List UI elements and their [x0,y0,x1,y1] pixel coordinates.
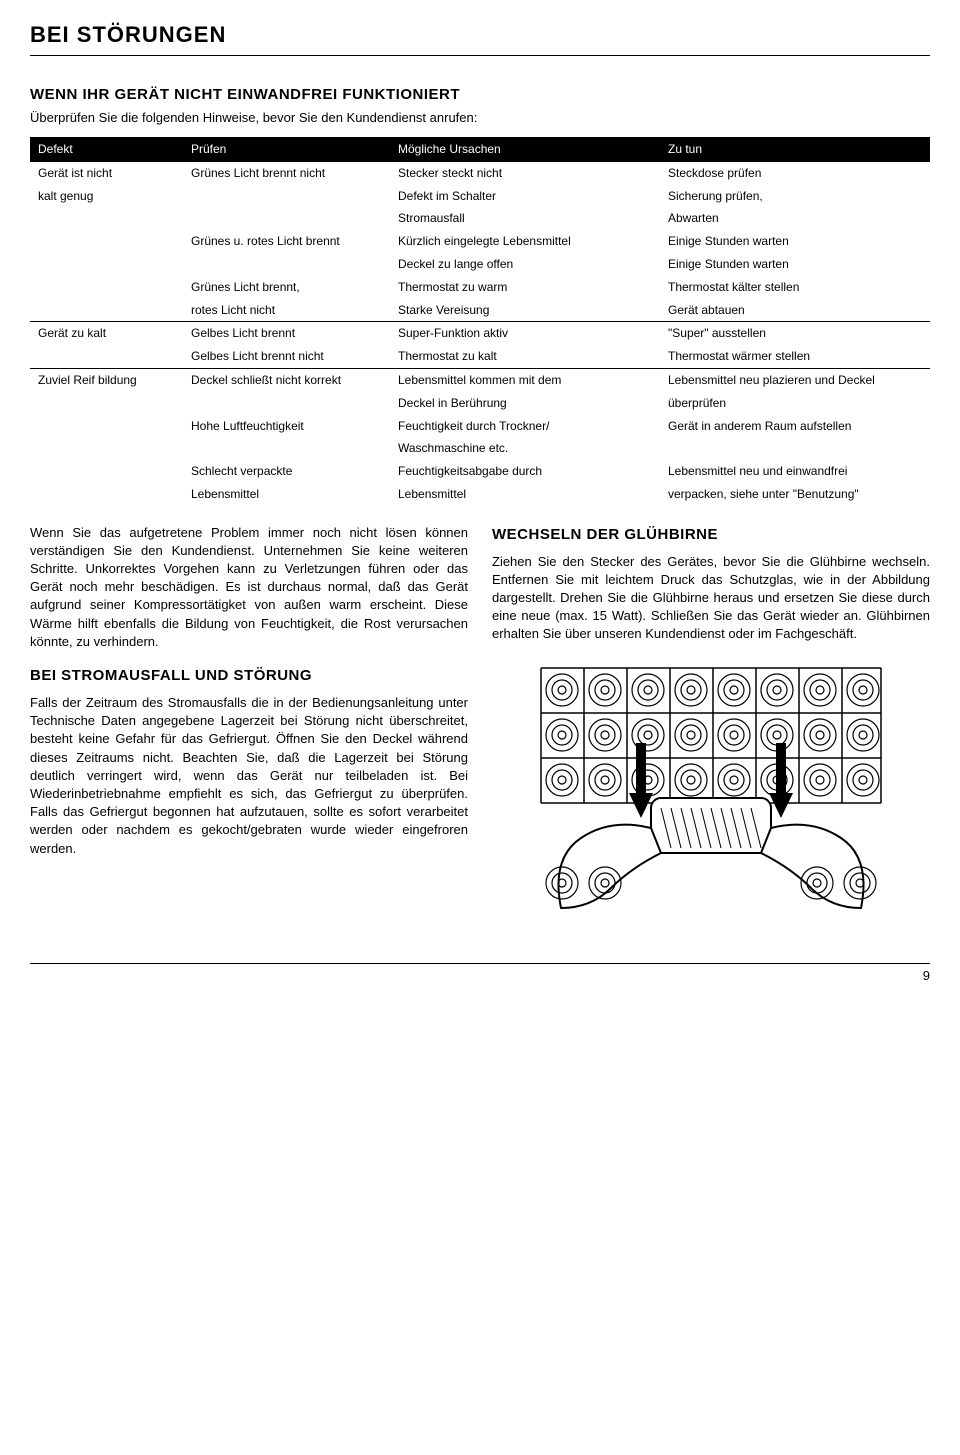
table-cell: Grünes Licht brennt, [183,276,390,299]
table-row: Gerät zu kaltGelbes Licht brenntSuper-Fu… [30,322,930,345]
table-cell: Zuviel Reif bildung [30,368,183,391]
table-cell: Thermostat wärmer stellen [660,345,930,368]
table-cell: Gerät zu kalt [30,322,183,345]
table-cell: Defekt im Schalter [390,185,660,208]
table-cell: Einige Stunden warten [660,230,930,253]
table-row: Gelbes Licht brennt nichtThermostat zu k… [30,345,930,368]
table-body: Gerät ist nichtGrünes Licht brennt nicht… [30,162,930,506]
sub-heading: WENN IHR GERÄT NICHT EINWANDFREI FUNKTIO… [30,84,930,105]
page-footer: 9 [30,963,930,985]
table-cell: Starke Vereisung [390,299,660,322]
table-cell: Schlecht verpackte [183,460,390,483]
table-row: StromausfallAbwarten [30,207,930,230]
table-cell: Lebensmittel [183,483,390,506]
table-cell [30,392,183,415]
table-row: Waschmaschine etc. [30,437,930,460]
table-cell [30,345,183,368]
table-cell: Sicherung prüfen, [660,185,930,208]
table-cell [183,185,390,208]
table-cell [30,437,183,460]
table-cell [660,437,930,460]
table-cell: Gerät ist nicht [30,162,183,185]
table-cell: überprüfen [660,392,930,415]
table-cell: Abwarten [660,207,930,230]
table-row: Deckel zu lange offenEinige Stunden wart… [30,253,930,276]
right-column: WECHSELN DER GLÜHBIRNE Ziehen Sie den St… [492,524,930,923]
table-cell: Thermostat zu warm [390,276,660,299]
sub-heading-text: Überprüfen Sie die folgenden Hinweise, b… [30,109,930,127]
table-cell: Grünes Licht brennt nicht [183,162,390,185]
table-cell: Einige Stunden warten [660,253,930,276]
table-row: Grünes u. rotes Licht brenntKürzlich ein… [30,230,930,253]
table-cell: Gelbes Licht brennt [183,322,390,345]
table-cell [30,483,183,506]
right-col-heading: WECHSELN DER GLÜHBIRNE [492,524,930,545]
table-cell: Gerät abtauen [660,299,930,322]
left-column: Wenn Sie das aufgetretene Problem immer … [30,524,468,923]
table-cell: Stecker steckt nicht [390,162,660,185]
table-cell: Kürzlich eingelegte Lebensmittel [390,230,660,253]
table-cell: Thermostat kälter stellen [660,276,930,299]
table-cell: Waschmaschine etc. [390,437,660,460]
table-cell [30,230,183,253]
table-cell: Super-Funktion aktiv [390,322,660,345]
table-cell: "Super" ausstellen [660,322,930,345]
table-row: Schlecht verpackteFeuchtigkeitsabgabe du… [30,460,930,483]
table-cell: Lebensmittel neu und einwandfrei [660,460,930,483]
left-para-2: Falls der Zeitraum des Stromausfalls die… [30,694,468,858]
th-ursachen: Mögliche Ursachen [390,137,660,162]
left-para-1: Wenn Sie das aufgetretene Problem immer … [30,524,468,651]
table-cell: Feuchtigkeitsabgabe durch [390,460,660,483]
th-defekt: Defekt [30,137,183,162]
table-cell: Grünes u. rotes Licht brennt [183,230,390,253]
troubleshooting-table: Defekt Prüfen Mögliche Ursachen Zu tun G… [30,137,930,506]
table-row: kalt genug Defekt im SchalterSicherung pr… [30,185,930,208]
table-cell: rotes Licht nicht [183,299,390,322]
table-cell [183,392,390,415]
table-row: Zuviel Reif bildungDeckel schließt nicht… [30,368,930,391]
section-title: BEI STÖRUNGEN [30,20,930,56]
th-zutun: Zu tun [660,137,930,162]
table-row: Gerät ist nichtGrünes Licht brennt nicht… [30,162,930,185]
table-cell: Stromausfall [390,207,660,230]
table-cell: Gerät in anderem Raum aufstellen [660,415,930,438]
table-header-row: Defekt Prüfen Mögliche Ursachen Zu tun [30,137,930,162]
table-cell [30,207,183,230]
table-cell: Lebensmittel neu plazieren und Deckel [660,368,930,391]
table-cell: Deckel in Berührung [390,392,660,415]
bulb-illustration [492,658,930,923]
table-cell: Lebensmittel kommen mit dem [390,368,660,391]
table-cell [30,276,183,299]
table-cell [30,460,183,483]
table-cell: Steckdose prüfen [660,162,930,185]
table-row: Deckel in Berührungüberprüfen [30,392,930,415]
table-cell: Lebensmittel [390,483,660,506]
right-para: Ziehen Sie den Stecker des Gerätes, bevo… [492,553,930,644]
left-col-heading: BEI STROMAUSFALL UND STÖRUNG [30,665,468,686]
table-cell: Thermostat zu kalt [390,345,660,368]
table-cell: Feuchtigkeit durch Trockner/ [390,415,660,438]
th-pruefen: Prüfen [183,137,390,162]
table-row: Grünes Licht brennt,Thermostat zu warmTh… [30,276,930,299]
table-cell: verpacken, siehe unter "Benutzung" [660,483,930,506]
table-cell [30,253,183,276]
table-row: LebensmittelLebensmittelverpacken, siehe… [30,483,930,506]
table-row: rotes Licht nichtStarke VereisungGerät a… [30,299,930,322]
table-cell [183,207,390,230]
table-row: Hohe LuftfeuchtigkeitFeuchtigkeit durch … [30,415,930,438]
table-cell: Deckel zu lange offen [390,253,660,276]
table-cell [30,415,183,438]
page-number: 9 [923,968,930,983]
table-cell: Gelbes Licht brennt nicht [183,345,390,368]
table-cell [183,437,390,460]
table-cell: kalt genug [30,185,183,208]
table-cell: Deckel schließt nicht korrekt [183,368,390,391]
table-cell [30,299,183,322]
table-cell [183,253,390,276]
table-cell: Hohe Luftfeuchtigkeit [183,415,390,438]
